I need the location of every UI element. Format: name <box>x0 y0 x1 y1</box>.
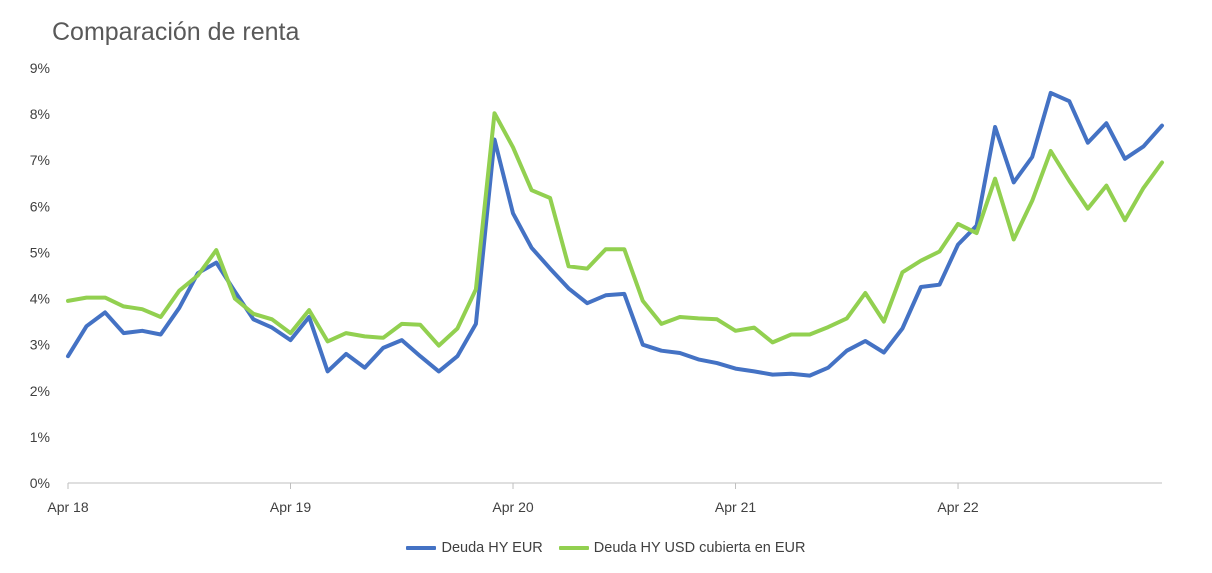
legend-item-1: Deuda HY EUR <box>406 540 543 556</box>
y-tick-label: 5% <box>30 244 50 260</box>
x-tick-label: Apr 18 <box>47 499 88 515</box>
y-tick-label: 1% <box>30 429 50 445</box>
series-line-2 <box>66 111 1164 348</box>
y-tick-label: 8% <box>30 106 50 122</box>
y-tick-label: 4% <box>30 291 50 307</box>
legend: Deuda HY EUR Deuda HY USD cubierta en EU… <box>0 538 1212 556</box>
y-tick-label: 3% <box>30 337 50 353</box>
y-tick-label: 7% <box>30 152 50 168</box>
legend-swatch-1 <box>406 546 437 550</box>
legend-label-1: Deuda HY EUR <box>441 540 543 556</box>
x-tick-label: Apr 22 <box>937 499 978 515</box>
chart-title: Comparación de renta <box>52 18 300 46</box>
legend-swatch-2 <box>558 546 589 550</box>
y-tick-label: 6% <box>30 198 50 214</box>
legend-label-2: Deuda HY USD cubierta en EUR <box>593 540 806 556</box>
y-tick-label: 9% <box>30 60 50 76</box>
x-tick-label: Apr 20 <box>492 499 533 515</box>
y-tick-label: 2% <box>30 383 50 399</box>
y-tick-label: 0% <box>30 475 50 491</box>
series-line-1 <box>66 90 1164 378</box>
x-tick-label: Apr 21 <box>715 499 756 515</box>
legend-item-2: Deuda HY USD cubierta en EUR <box>558 540 806 556</box>
x-tick-label: Apr 19 <box>270 499 311 515</box>
